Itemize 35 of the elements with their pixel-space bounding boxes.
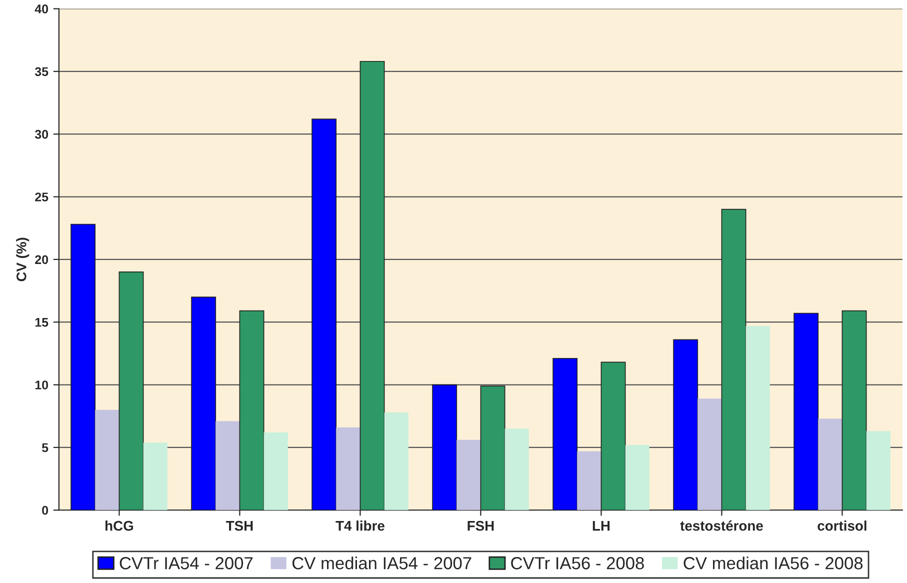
bar (336, 427, 360, 510)
x-tick-label: TSH (226, 520, 253, 531)
legend-label: CVTr IA54 - 2007 (120, 557, 253, 570)
y-tick-label: 15 (35, 318, 48, 327)
bar (264, 432, 288, 510)
bar (818, 418, 842, 510)
x-tick-label: cortisol (818, 520, 866, 531)
y-tick-label: 20 (35, 255, 48, 264)
y-tick-label: 5 (42, 443, 48, 452)
y-tick-label: 0 (42, 506, 48, 515)
y-tick-label: 10 (35, 380, 48, 390)
legend-label: CV median IA54 - 2007 (292, 556, 472, 570)
bar (866, 431, 890, 510)
x-tick-label: LH (592, 521, 610, 531)
x-tick-label: hCG (106, 520, 134, 531)
y-tick-label: 30 (34, 130, 48, 139)
bar (143, 442, 168, 510)
legend-label: CVTr IA56 - 2008 (511, 557, 644, 570)
bar (504, 428, 529, 510)
x-tick-label: T4 libre (336, 520, 384, 531)
y-tick-label: 35 (34, 67, 48, 76)
bar (746, 326, 770, 510)
legend-label: CV median IA56 - 2008 (684, 556, 863, 570)
x-tick-label: FSH (468, 520, 494, 531)
bar (625, 444, 650, 510)
bar (577, 451, 602, 510)
y-tick-label: 40 (34, 4, 48, 14)
bar (456, 440, 481, 510)
y-axis-title: CV (%) (16, 238, 30, 282)
bar (698, 398, 722, 510)
bar (95, 410, 120, 510)
x-tick-label: testostérone (680, 520, 763, 531)
bar (384, 412, 408, 510)
y-tick-label: 25 (35, 192, 48, 202)
bar (216, 421, 240, 510)
